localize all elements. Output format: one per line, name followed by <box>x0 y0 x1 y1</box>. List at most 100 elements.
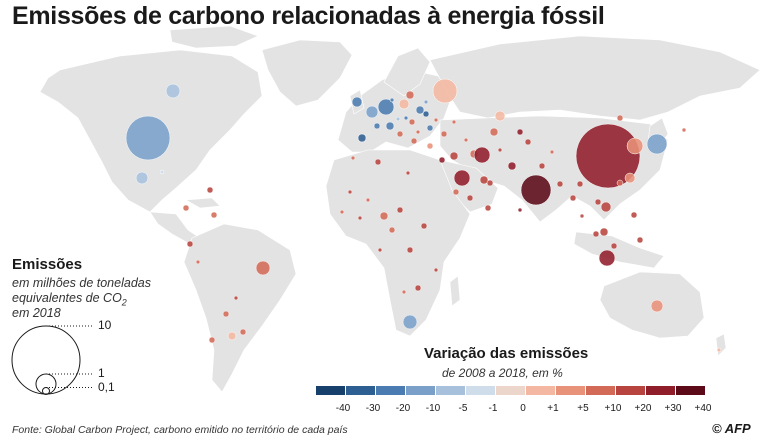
country-bubble <box>195 259 201 265</box>
size-label-10: 10 <box>98 318 112 332</box>
color-legend-title: Variação das emissões <box>424 345 589 362</box>
country-bubble <box>233 295 239 301</box>
country-bubble <box>350 155 356 161</box>
country-bubble <box>351 96 363 108</box>
country-bubble <box>507 161 517 171</box>
country-bubble <box>616 179 624 187</box>
land-southeast-asia <box>573 231 665 269</box>
color-swatch-4 <box>436 386 465 395</box>
land-russia <box>429 35 761 121</box>
country-bubble <box>339 209 345 215</box>
country-bubble <box>433 117 439 123</box>
color-swatch-8 <box>556 386 585 395</box>
country-bubble <box>388 226 396 234</box>
size-legend-line2: equivalentes de CO2 <box>12 291 127 311</box>
country-bubble <box>569 194 577 202</box>
country-bubble <box>463 137 469 143</box>
country-bubble <box>453 169 471 187</box>
country-bubble <box>165 83 181 99</box>
country-bubble <box>410 137 418 145</box>
country-bubble <box>520 174 552 206</box>
tick-label: 0 <box>520 403 526 414</box>
country-bubble <box>186 240 194 248</box>
tick-label: +40 <box>694 403 712 414</box>
country-bubble <box>576 180 584 188</box>
country-bubble <box>524 138 532 146</box>
afp-credit: © AFP <box>712 421 751 436</box>
color-swatch-2 <box>376 386 405 395</box>
color-swatch-6 <box>496 386 525 395</box>
country-bubble <box>494 110 506 122</box>
country-bubble <box>422 110 430 118</box>
country-bubble <box>398 98 410 110</box>
color-swatch-10 <box>616 386 645 395</box>
country-bubble <box>374 158 382 166</box>
color-swatch-12 <box>676 386 705 395</box>
tick-label: +30 <box>664 403 682 414</box>
country-bubble <box>600 201 612 213</box>
land-new-zealand <box>715 333 727 357</box>
country-bubble <box>451 119 457 125</box>
country-bubble <box>135 171 149 185</box>
country-bubble <box>182 204 190 212</box>
country-bubble <box>517 207 523 213</box>
tick-label: -20 <box>395 403 411 414</box>
country-bubble <box>423 99 429 105</box>
country-bubble <box>466 194 474 202</box>
size-legend-title: Emissões <box>12 256 83 273</box>
country-bubble <box>497 147 503 153</box>
country-bubble <box>385 121 395 131</box>
color-legend-subtitle: de 2008 a 2018, em % <box>442 366 563 380</box>
country-bubble <box>373 122 381 130</box>
country-bubble <box>227 331 237 341</box>
country-bubble <box>402 314 418 330</box>
country-bubble <box>426 124 434 132</box>
size-circle-1 <box>35 373 57 395</box>
country-bubble <box>415 105 425 115</box>
size-label-01: 0,1 <box>98 380 115 394</box>
color-legend-bar <box>316 386 705 395</box>
color-swatch-3 <box>406 386 435 395</box>
color-swatch-0 <box>316 386 345 395</box>
country-bubble <box>365 197 371 203</box>
country-bubble <box>420 222 428 230</box>
land-arctic-islands <box>169 25 259 49</box>
country-bubble <box>440 130 448 138</box>
country-bubble <box>433 267 439 273</box>
tick-label: -10 <box>425 403 441 414</box>
country-bubble <box>396 206 404 214</box>
color-swatch-11 <box>646 386 675 395</box>
country-bubble <box>579 213 585 219</box>
country-bubble <box>414 284 422 292</box>
country-bubble <box>516 128 524 136</box>
land-south-america <box>183 223 297 393</box>
country-bubble <box>403 115 409 121</box>
country-bubble <box>408 118 416 126</box>
tick-label: +1 <box>547 403 559 414</box>
country-bubble <box>206 186 214 194</box>
size-legend-line2-text: equivalentes de CO <box>12 291 122 305</box>
tick-label: -40 <box>335 403 351 414</box>
land-scandinavia <box>383 47 431 97</box>
country-bubble <box>357 215 363 221</box>
source-note: Fonte: Global Carbon Project, carbono em… <box>12 424 348 436</box>
country-bubble <box>415 129 421 135</box>
country-bubble <box>377 98 395 116</box>
country-bubble <box>716 347 722 353</box>
country-bubble <box>549 149 555 155</box>
country-bubble <box>125 115 171 161</box>
country-bubble <box>598 249 616 267</box>
country-bubble <box>406 246 414 254</box>
country-bubble <box>630 211 638 219</box>
country-bubble <box>484 204 492 212</box>
country-bubble <box>347 189 353 195</box>
country-bubble <box>426 142 434 150</box>
country-bubble <box>365 105 379 119</box>
country-bubble <box>239 328 247 336</box>
country-bubble <box>636 236 644 244</box>
country-bubble <box>401 289 407 295</box>
country-bubble <box>159 169 165 175</box>
country-bubble <box>646 133 668 155</box>
tick-label: -5 <box>458 403 468 414</box>
